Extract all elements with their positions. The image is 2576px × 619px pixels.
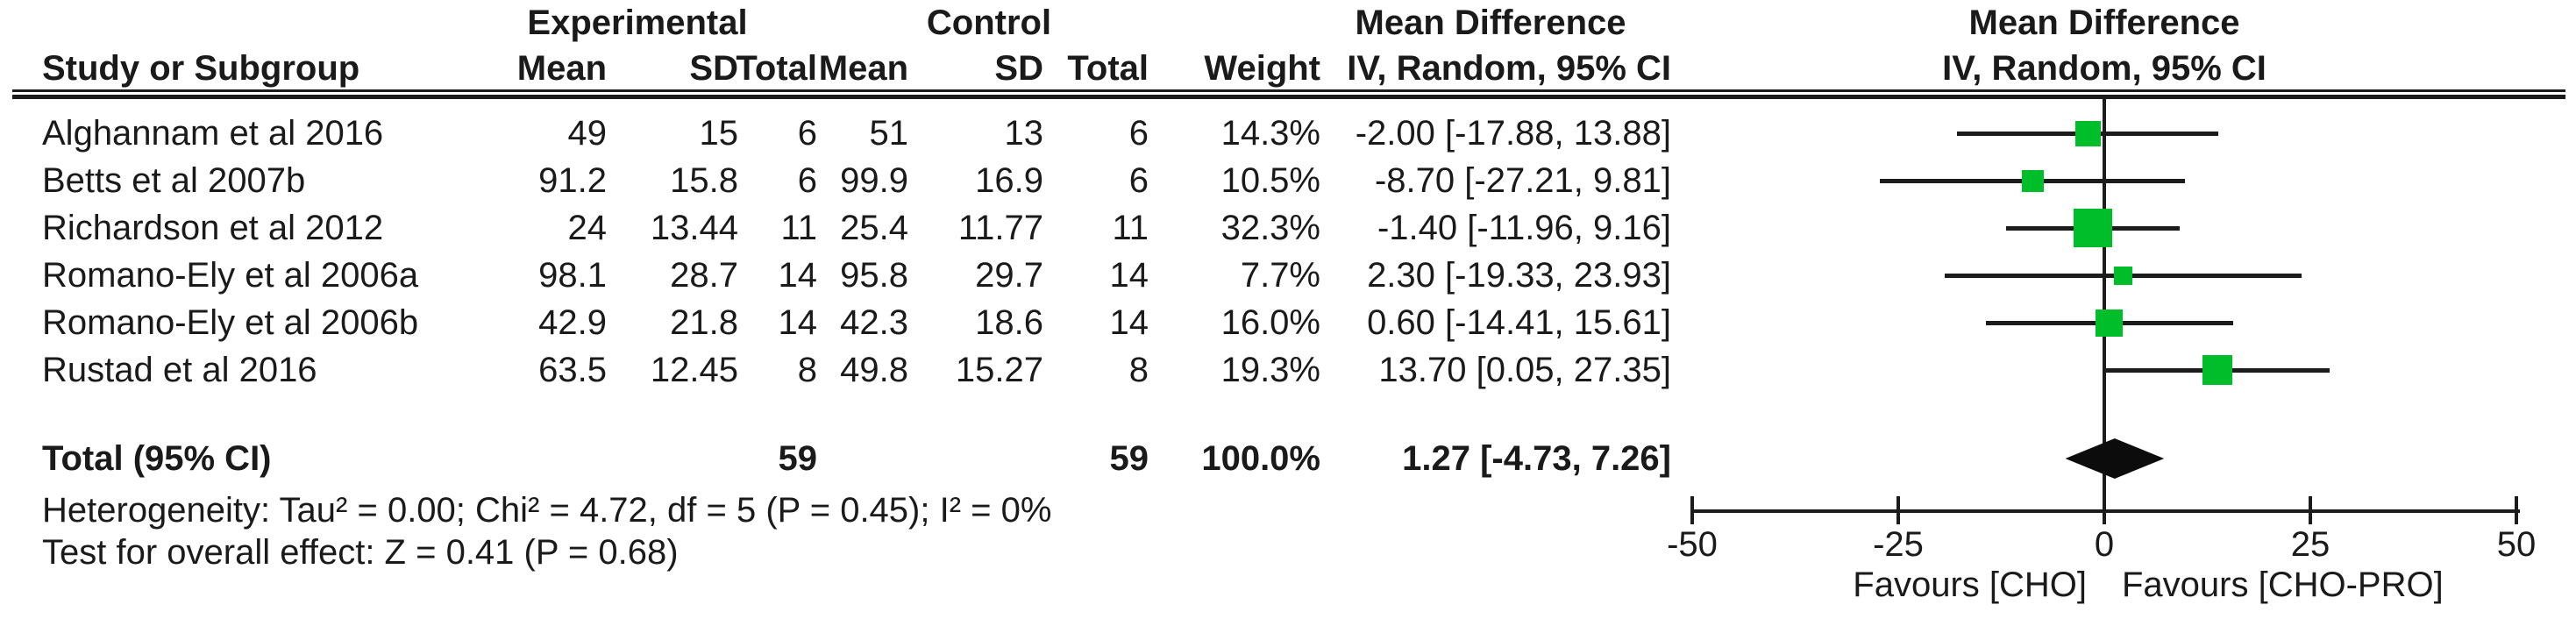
study-name: Romano-Ely et al 2006a	[42, 256, 419, 295]
study-ctrl-sd: 13	[1004, 114, 1044, 153]
total-label: Total (95% CI)	[42, 439, 272, 478]
study-weight: 14.3%	[1220, 114, 1320, 153]
header-rule-thin	[12, 89, 2565, 92]
column-header-iv-ci: IV, Random, 95% CI	[1347, 49, 1671, 88]
total-diamond	[2065, 438, 2165, 479]
group-header-experimental: Experimental	[527, 4, 748, 42]
study-name: Alghannam et al 2016	[42, 114, 384, 153]
plot-header-mean-difference: Mean Difference	[1968, 4, 2240, 42]
study-exp-total: 11	[780, 209, 817, 247]
study-weight: 7.7%	[1240, 256, 1320, 295]
study-ci-text: 2.30 [-19.33, 23.93]	[1367, 256, 1671, 295]
study-ctrl-total: 6	[1128, 161, 1149, 200]
total-exp-total: 59	[778, 439, 818, 478]
study-exp-mean: 63.5	[538, 351, 607, 389]
study-weight: 32.3%	[1220, 209, 1320, 247]
study-exp-total: 6	[797, 114, 817, 153]
study-ctrl-sd: 29.7	[975, 256, 1043, 295]
study-weight-square	[2096, 309, 2124, 337]
study-ctrl-total: 14	[1109, 256, 1149, 295]
column-header-exp-mean: Mean	[516, 49, 607, 88]
study-weight-square	[2073, 209, 2112, 247]
study-ctrl-sd: 15.27	[955, 351, 1043, 389]
study-weight-square	[2021, 169, 2044, 192]
study-ctrl-total: 8	[1128, 351, 1149, 389]
study-exp-total: 14	[778, 303, 818, 342]
study-ctrl-total: 11	[1112, 209, 1149, 247]
axis-tick	[1690, 496, 1694, 524]
study-ctrl-mean: 25.4	[840, 209, 908, 247]
column-header-mean-difference: Mean Difference	[1355, 4, 1626, 42]
total-weight: 100.0%	[1201, 439, 1320, 478]
study-ctrl-mean: 42.3	[840, 303, 908, 342]
study-exp-total: 14	[778, 256, 818, 295]
total-ctrl-total: 59	[1109, 439, 1149, 478]
study-exp-total: 8	[797, 351, 817, 389]
zero-effect-line	[2103, 97, 2106, 513]
axis-tick-label: 50	[2496, 525, 2537, 564]
axis-tick	[2103, 496, 2106, 524]
axis-tick	[2515, 496, 2518, 524]
study-exp-mean: 49	[567, 114, 608, 153]
study-name: Betts et al 2007b	[42, 161, 306, 200]
study-exp-sd: 15	[699, 114, 739, 153]
study-exp-sd: 12.45	[650, 351, 738, 389]
study-name: Romano-Ely et al 2006b	[42, 303, 419, 342]
column-header-study: Study or Subgroup	[42, 49, 360, 88]
overall-effect-text: Test for overall effect: Z = 0.41 (P = 0…	[42, 533, 679, 572]
study-weight-square	[2074, 120, 2101, 146]
study-exp-sd: 13.44	[650, 209, 738, 247]
study-exp-sd: 28.7	[670, 256, 738, 295]
column-header-exp-sd: SD	[689, 49, 738, 88]
study-ctrl-sd: 18.6	[975, 303, 1043, 342]
study-weight-square	[2202, 355, 2232, 385]
study-weight: 16.0%	[1220, 303, 1320, 342]
study-ctrl-mean: 51	[869, 114, 909, 153]
axis-tick-label: -50	[1667, 525, 1718, 564]
axis-tick-label: -25	[1873, 525, 1924, 564]
study-ctrl-mean: 49.8	[840, 351, 908, 389]
column-header-ctrl-total: Total	[1067, 49, 1149, 88]
study-ci-text: -1.40 [-11.96, 9.16]	[1377, 209, 1671, 247]
study-ctrl-sd: 11.77	[957, 209, 1043, 247]
study-exp-sd: 15.8	[670, 161, 738, 200]
study-weight-square	[2114, 266, 2133, 285]
study-ctrl-mean: 99.9	[840, 161, 908, 200]
study-ci-text: -8.70 [-27.21, 9.81]	[1374, 161, 1671, 200]
study-exp-total: 6	[797, 161, 817, 200]
plot-header-iv-ci: IV, Random, 95% CI	[1942, 49, 2266, 88]
header-rule-thick	[12, 95, 2565, 99]
axis-tick-label: 25	[2290, 525, 2330, 564]
study-ctrl-sd: 16.9	[975, 161, 1043, 200]
study-ctrl-total: 14	[1109, 303, 1149, 342]
favours-left-label: Favours [CHO]	[1853, 566, 2087, 604]
group-header-control: Control	[926, 4, 1052, 42]
study-name: Rustad et al 2016	[42, 351, 317, 389]
study-exp-mean: 42.9	[538, 303, 607, 342]
column-header-ctrl-mean: Mean	[818, 49, 908, 88]
favours-right-label: Favours [CHO-PRO]	[2122, 566, 2444, 604]
study-name: Richardson et al 2012	[42, 209, 384, 247]
study-ci-text: 13.70 [0.05, 27.35]	[1378, 351, 1671, 389]
study-exp-mean: 98.1	[538, 256, 607, 295]
axis-tick-label: 0	[2094, 525, 2115, 564]
study-exp-mean: 91.2	[538, 161, 607, 200]
study-ci-text: 0.60 [-14.41, 15.61]	[1367, 303, 1671, 342]
axis-tick	[2309, 496, 2312, 524]
study-exp-mean: 24	[567, 209, 608, 247]
column-header-ctrl-sd: SD	[994, 49, 1043, 88]
study-exp-sd: 21.8	[670, 303, 738, 342]
study-ctrl-mean: 95.8	[840, 256, 908, 295]
heterogeneity-text: Heterogeneity: Tau² = 0.00; Chi² = 4.72,…	[42, 491, 1052, 530]
column-header-weight: Weight	[1204, 49, 1320, 88]
study-ci-text: -2.00 [-17.88, 13.88]	[1355, 114, 1671, 153]
study-weight: 19.3%	[1220, 351, 1320, 389]
study-weight: 10.5%	[1220, 161, 1320, 200]
axis-tick	[1896, 496, 1900, 524]
column-header-exp-total: Total	[736, 49, 817, 88]
total-ci-text: 1.27 [-4.73, 7.26]	[1402, 439, 1671, 478]
study-ctrl-total: 6	[1128, 114, 1149, 153]
